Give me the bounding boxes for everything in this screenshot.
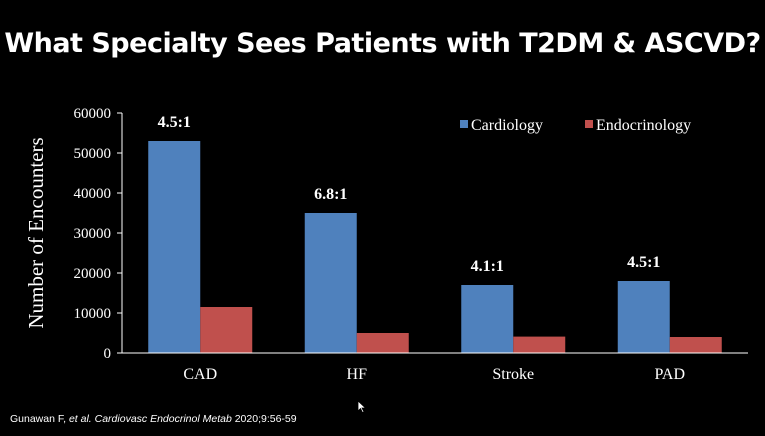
bar-cardiology-stroke (461, 285, 514, 353)
bar-chart: Number of Encounters 0 10000 20000 30000 400… (24, 106, 748, 383)
legend-label-cardiology: Cardiology (471, 117, 543, 134)
x-tick-label: PAD (654, 366, 685, 383)
slide-title: What Specialty Sees Patients with T2DM &… (4, 28, 761, 59)
x-tick-label: Stroke (492, 366, 534, 383)
y-tick-label: 30000 (74, 226, 112, 242)
ratio-labels: 4.5:1 6.8:1 4.1:1 4.5:1 (158, 114, 661, 275)
y-tick-label: 20000 (74, 266, 112, 282)
y-tick-label: 0 (104, 346, 112, 362)
ratio-label: 4.5:1 (158, 114, 191, 131)
citation-volume: 2020;9:56-59 (231, 413, 297, 425)
bar-endocrinology-pad (669, 337, 722, 353)
citation-author: Gunawan F, (10, 413, 69, 425)
y-tick-label: 10000 (74, 306, 112, 322)
bar-endocrinology-stroke (513, 336, 566, 353)
legend-swatch-cardiology (460, 120, 468, 128)
x-tick-label: CAD (183, 366, 217, 383)
ratio-label: 4.1:1 (471, 258, 504, 275)
mouse-cursor-icon (357, 400, 367, 414)
y-tick-label: 60000 (74, 106, 112, 122)
legend: Cardiology Endocrinology (460, 117, 691, 134)
bar-cardiology-cad (148, 141, 201, 353)
bar-cardiology-hf (304, 213, 357, 353)
y-tick-label: 50000 (74, 146, 112, 162)
ratio-label: 4.5:1 (627, 254, 660, 271)
y-axis-label: Number of Encounters (24, 137, 48, 328)
x-tick-label: HF (347, 366, 368, 383)
y-ticks: 0 10000 20000 30000 40000 50000 60000 (74, 106, 122, 362)
bar-endocrinology-hf (356, 333, 409, 353)
ratio-label: 6.8:1 (314, 186, 347, 203)
bars (148, 141, 722, 353)
category-labels: CAD HF Stroke PAD (183, 366, 685, 383)
legend-swatch-endocrinology (585, 120, 593, 128)
bar-endocrinology-cad (200, 307, 253, 353)
bar-cardiology-pad (617, 281, 670, 353)
legend-label-endocrinology: Endocrinology (596, 117, 691, 134)
y-axis-label-group: Number of Encounters (24, 137, 48, 328)
citation: Gunawan F, et al. Cardiovasc Endocrinol … (10, 413, 297, 425)
citation-journal: et al. Cardiovasc Endocrinol Metab (68, 413, 232, 425)
y-tick-label: 40000 (74, 186, 112, 202)
